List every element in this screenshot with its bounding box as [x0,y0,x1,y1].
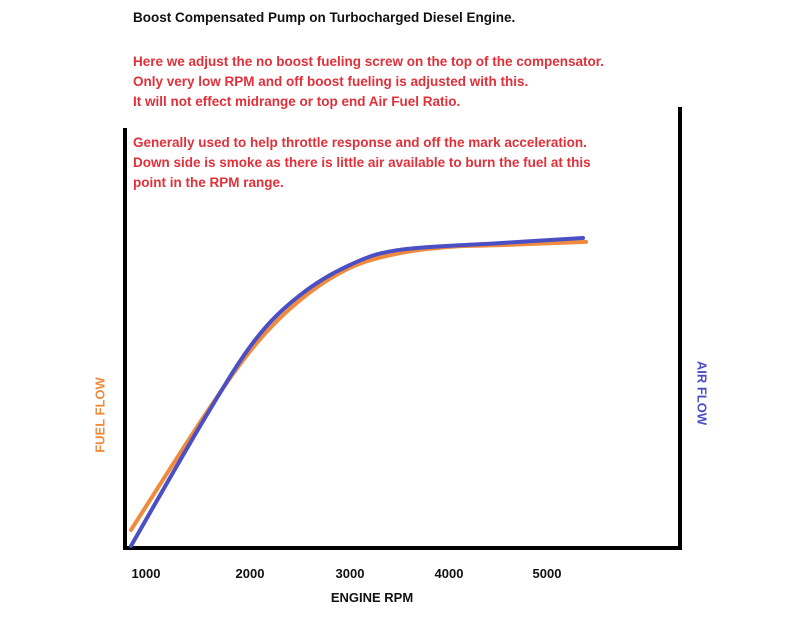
x-tick-label: 5000 [532,566,562,581]
y-axis-label-air-flow: AIR FLOW [694,360,710,426]
x-tick-label: 2000 [235,566,265,581]
x-tick-label: 4000 [434,566,464,581]
x-axis-label: ENGINE RPM [330,590,414,605]
x-tick-label: 3000 [335,566,365,581]
fuel-flow-line [129,239,588,532]
note-line: Only very low RPM and off boost fueling … [133,74,529,89]
note-line: Down side is smoke as there is little ai… [133,155,591,170]
x-tick-label: 1000 [131,566,161,581]
y-axis-label-fuel-flow: FUEL FLOW [92,377,108,453]
note-line: point in the RPM range. [133,175,284,190]
note-paragraph-1: Here we adjust the no boost fueling scre… [133,52,604,112]
note-paragraph-2: Generally used to help throttle response… [133,133,591,193]
air-flow-line [129,236,585,548]
chart-title: Boost Compensated Pump on Turbocharged D… [133,10,516,25]
note-line: Here we adjust the no boost fueling scre… [133,54,605,69]
note-line: Generally used to help throttle response… [133,135,587,150]
note-line: It will not effect midrange or top end A… [133,94,461,109]
